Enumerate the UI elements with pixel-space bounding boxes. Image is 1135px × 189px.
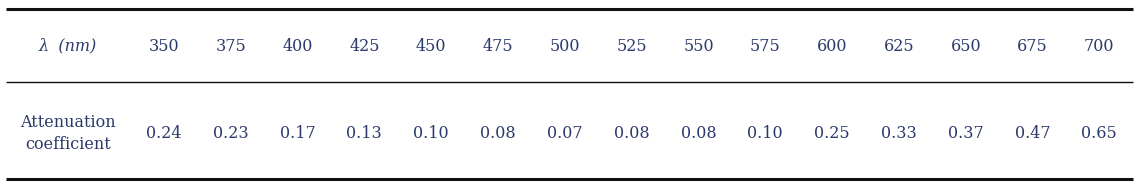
Text: λ  (nm): λ (nm): [39, 38, 98, 55]
Text: 0.25: 0.25: [814, 125, 850, 142]
Text: 650: 650: [950, 38, 981, 55]
Text: 0.07: 0.07: [547, 125, 582, 142]
Text: 0.10: 0.10: [413, 125, 449, 142]
Text: 0.33: 0.33: [881, 125, 917, 142]
Text: 525: 525: [616, 38, 647, 55]
Text: 0.17: 0.17: [279, 125, 316, 142]
Text: 0.08: 0.08: [681, 125, 716, 142]
Text: 0.37: 0.37: [948, 125, 984, 142]
Text: 450: 450: [415, 38, 446, 55]
Text: 0.08: 0.08: [614, 125, 649, 142]
Text: 0.13: 0.13: [346, 125, 382, 142]
Text: 425: 425: [350, 38, 379, 55]
Text: 0.47: 0.47: [1015, 125, 1050, 142]
Text: 600: 600: [817, 38, 848, 55]
Text: 400: 400: [283, 38, 313, 55]
Text: 475: 475: [482, 38, 513, 55]
Text: 575: 575: [750, 38, 781, 55]
Text: 350: 350: [149, 38, 179, 55]
Text: 500: 500: [549, 38, 580, 55]
Text: 0.10: 0.10: [748, 125, 783, 142]
Text: 0.23: 0.23: [213, 125, 249, 142]
Text: 550: 550: [683, 38, 714, 55]
Text: 700: 700: [1084, 38, 1115, 55]
Text: 0.24: 0.24: [146, 125, 182, 142]
Text: 625: 625: [883, 38, 914, 55]
Text: 0.08: 0.08: [480, 125, 515, 142]
Text: Attenuation
coefficient: Attenuation coefficient: [20, 114, 116, 153]
Text: 675: 675: [1017, 38, 1048, 55]
Text: 375: 375: [216, 38, 246, 55]
Text: 0.65: 0.65: [1082, 125, 1117, 142]
